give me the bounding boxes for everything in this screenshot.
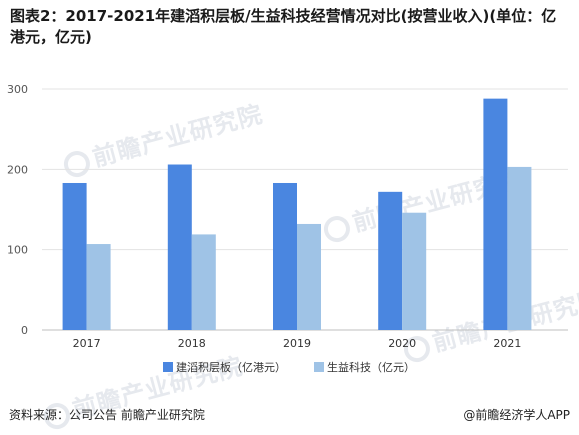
y-tick-label: 300 bbox=[7, 83, 28, 96]
bar-shengyi-2017 bbox=[86, 244, 111, 330]
bar-kingboard-2019 bbox=[273, 182, 297, 330]
y-tick-label: 200 bbox=[7, 163, 28, 176]
x-tick-label: 2017 bbox=[73, 337, 101, 350]
bar-kingboard-2017 bbox=[62, 182, 87, 330]
credit-note: @前瞻经济学人APP bbox=[463, 408, 570, 422]
x-tick-label: 2021 bbox=[493, 337, 521, 350]
bar-kingboard-2021 bbox=[483, 98, 508, 330]
source-note: 资料来源：公司公告 前瞻产业研究院 bbox=[9, 408, 205, 422]
bar-shengyi-2020 bbox=[402, 212, 427, 330]
bar-kingboard-2020 bbox=[378, 191, 403, 330]
y-tick-label: 100 bbox=[7, 244, 28, 257]
x-tick-label: 2020 bbox=[388, 337, 416, 350]
bar-shengyi-2018 bbox=[191, 234, 216, 330]
legend-label: 生益科技（亿元） bbox=[327, 360, 415, 374]
chart-title: 图表2：2017-2021年建滔积层板/生益科技经营情况对比(按营业收入)(单位… bbox=[10, 7, 557, 46]
bar-chart: 0 100 200 300 2017 2018 2019 2020 2021 建滔积层板（亿港元）… bbox=[7, 83, 568, 374]
legend-swatch bbox=[163, 362, 173, 372]
x-tick-label: 2019 bbox=[283, 337, 311, 350]
y-tick-label: 0 bbox=[21, 324, 28, 337]
legend-label: 建滔积层板（亿港元） bbox=[176, 360, 286, 374]
bar-kingboard-2018 bbox=[167, 164, 192, 330]
bar-shengyi-2021 bbox=[507, 166, 532, 330]
bar-shengyi-2019 bbox=[297, 223, 321, 330]
x-tick-label: 2018 bbox=[178, 337, 206, 350]
legend-swatch bbox=[314, 362, 324, 372]
